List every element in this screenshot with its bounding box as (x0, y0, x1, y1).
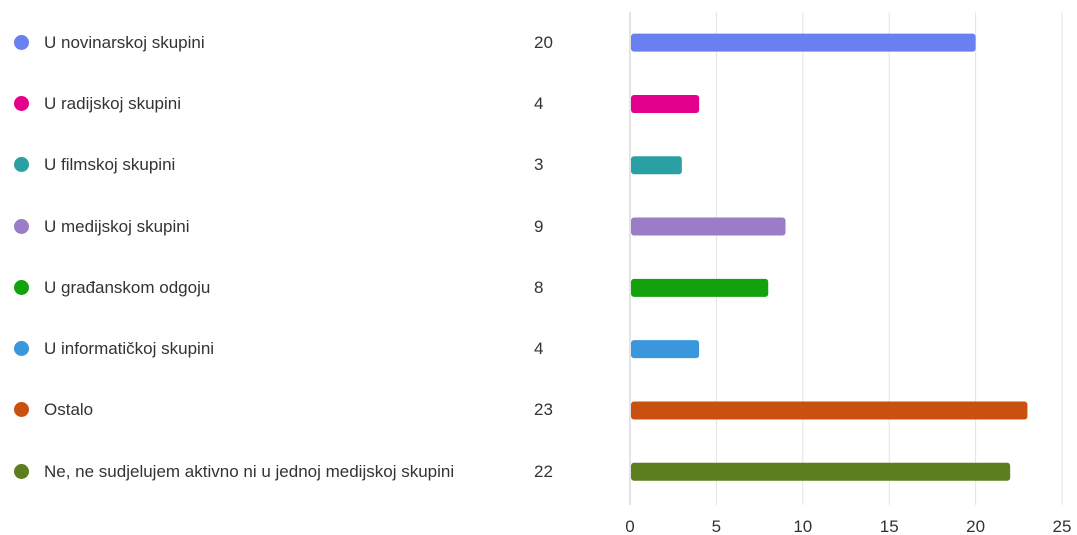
legend-color-dot (14, 279, 29, 295)
bar[interactable] (631, 340, 700, 359)
legend-item[interactable]: Ostalo 23 (14, 390, 574, 430)
category-label: U novinarskoj skupini (44, 32, 205, 52)
x-tick-label: 5 (712, 517, 721, 535)
data-label: 3 (534, 155, 544, 175)
category-label: U filmskoj skupini (44, 155, 176, 175)
legend-item[interactable]: U radijskoj skupini 4 (14, 84, 574, 124)
category-label: U medijskoj skupini (44, 216, 190, 236)
category-label: Ostalo (44, 400, 94, 420)
data-label: 8 (534, 277, 544, 297)
x-tick-label: 25 (1053, 517, 1072, 535)
bar[interactable] (631, 401, 1028, 420)
x-tick-label: 10 (793, 517, 812, 535)
legend-color-dot (14, 95, 29, 111)
bar[interactable] (631, 217, 786, 236)
legend-item[interactable]: U informatičkoj skupini 4 (14, 329, 574, 369)
category-label: U radijskoj skupini (44, 93, 181, 113)
legend-color-dot (14, 341, 29, 357)
data-label: 22 (534, 461, 553, 481)
legend-item[interactable]: U medijskoj skupini 9 (14, 207, 574, 247)
x-tick-label: 15 (880, 517, 899, 535)
category-label: U informatičkoj skupini (44, 339, 215, 359)
category-label: U građanskom odgoju (44, 277, 211, 297)
bar[interactable] (631, 462, 1011, 481)
legend-item[interactable]: Ne, ne sudjelujem aktivno ni u jednoj me… (14, 452, 574, 492)
bar[interactable] (631, 156, 682, 175)
legend-item[interactable]: U filmskoj skupini 3 (14, 145, 574, 185)
legend-color-dot (14, 157, 29, 173)
data-label: 4 (534, 93, 544, 113)
category-label: Ne, ne sudjelujem aktivno ni u jednoj me… (44, 461, 455, 481)
bar[interactable] (631, 94, 700, 113)
legend-color-dot (14, 218, 29, 234)
legend-item[interactable]: U građanskom odgoju 8 (14, 268, 574, 308)
data-label: 23 (534, 400, 553, 420)
x-tick-label: 20 (966, 517, 985, 535)
data-label: 9 (534, 216, 544, 236)
data-label: 20 (534, 32, 553, 52)
data-label: 4 (534, 339, 544, 359)
legend-color-dot (14, 34, 29, 50)
x-tick-label: 0 (625, 517, 634, 535)
legend-item[interactable]: U novinarskoj skupini 20 (14, 23, 574, 63)
bar[interactable] (631, 33, 976, 52)
legend-color-dot (14, 402, 29, 418)
legend-color-dot (14, 463, 29, 479)
bar[interactable] (631, 278, 769, 297)
